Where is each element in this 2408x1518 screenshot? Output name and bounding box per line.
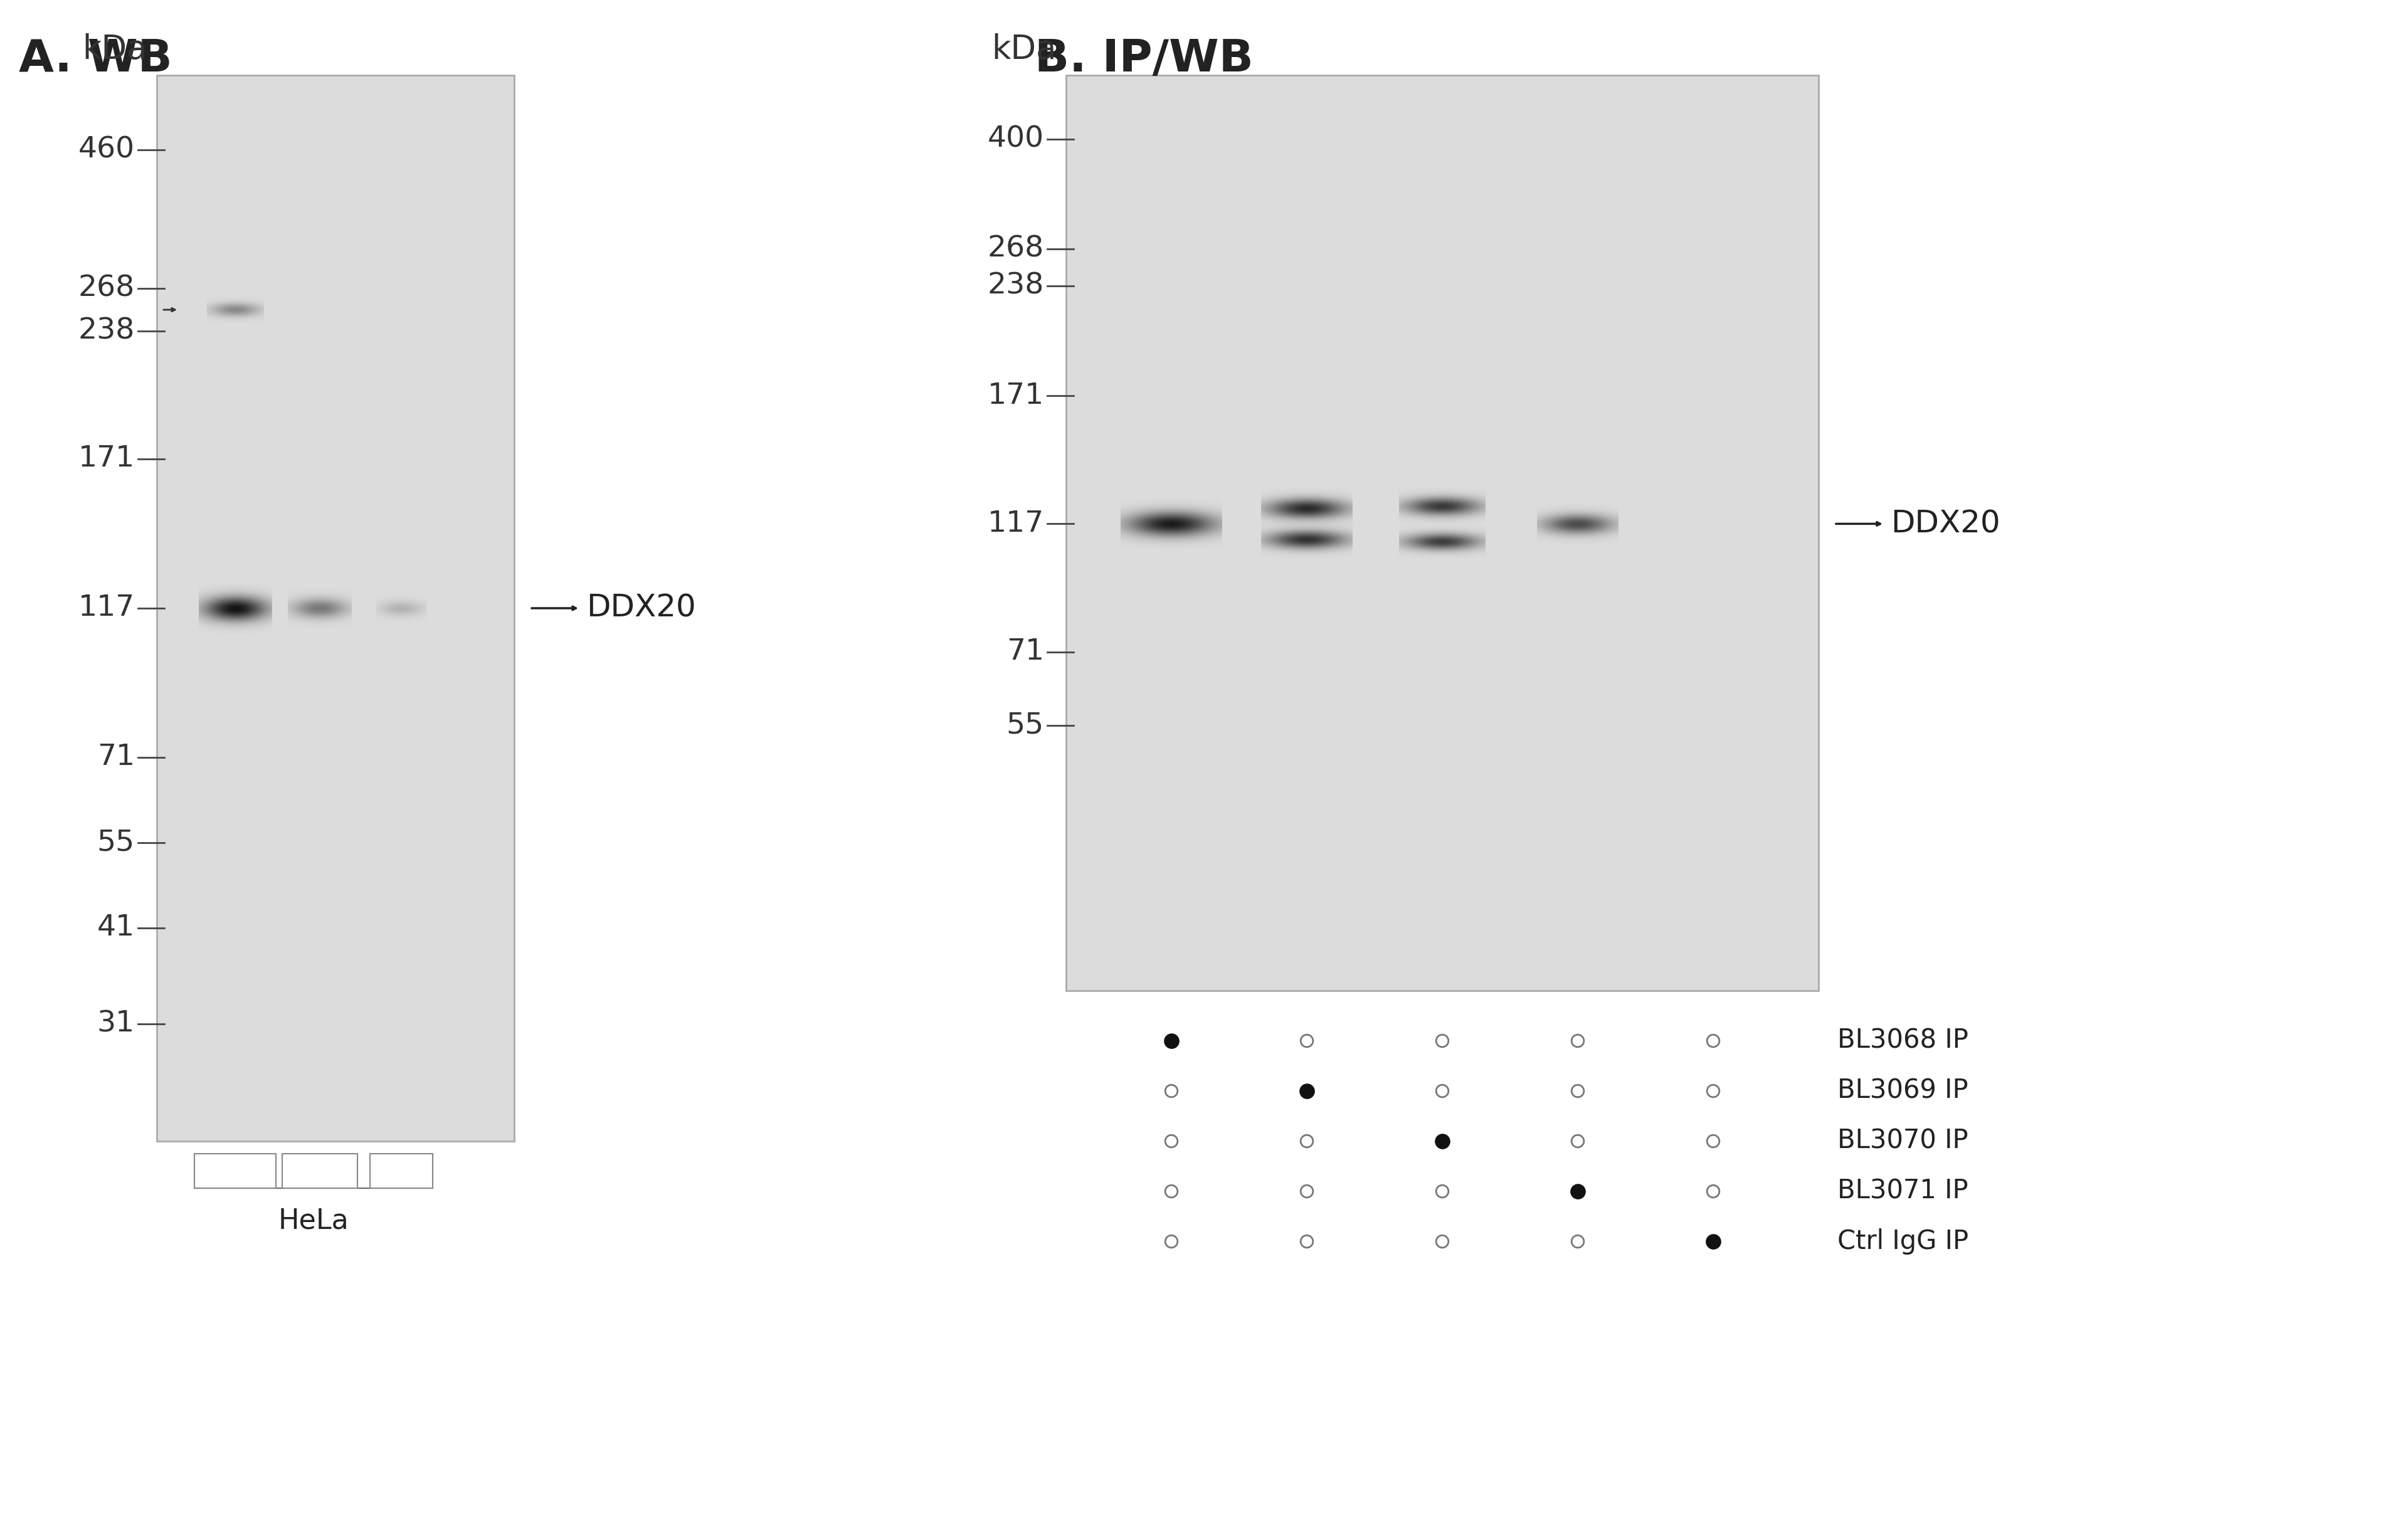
Text: B. IP/WB: B. IP/WB [1035, 38, 1255, 80]
Text: BL3068 IP: BL3068 IP [1837, 1028, 1967, 1053]
Text: 238: 238 [987, 272, 1045, 301]
Text: A. WB: A. WB [19, 38, 173, 80]
Text: 268: 268 [77, 275, 135, 302]
Text: 171: 171 [77, 445, 135, 474]
Point [1288, 1179, 1327, 1204]
Text: 50: 50 [219, 1158, 253, 1184]
Text: 400: 400 [987, 124, 1045, 153]
Text: kDa: kDa [992, 33, 1057, 65]
Text: DDX20: DDX20 [1890, 509, 2001, 539]
Point [1423, 1230, 1462, 1254]
Text: 71: 71 [96, 744, 135, 771]
Text: 31: 31 [96, 1009, 135, 1038]
Bar [371, 1154, 433, 1189]
Bar [157, 76, 515, 1142]
Point [1151, 1129, 1190, 1154]
Point [1693, 1029, 1731, 1053]
Bar [282, 1154, 356, 1189]
Point [1423, 1129, 1462, 1154]
Point [1693, 1129, 1731, 1154]
Point [1693, 1179, 1731, 1204]
Point [1151, 1179, 1190, 1204]
Text: 5: 5 [393, 1158, 409, 1184]
Text: BL3069 IP: BL3069 IP [1837, 1078, 1967, 1104]
Text: 71: 71 [1007, 638, 1045, 666]
Bar [195, 1154, 277, 1189]
Text: 117: 117 [987, 510, 1045, 537]
Text: 15: 15 [303, 1158, 337, 1184]
Point [1423, 1079, 1462, 1104]
Point [1423, 1179, 1462, 1204]
Text: kDa: kDa [82, 33, 147, 65]
Point [1558, 1029, 1597, 1053]
Point [1558, 1079, 1597, 1104]
Bar [1067, 76, 1818, 991]
Point [1558, 1230, 1597, 1254]
Text: 460: 460 [79, 135, 135, 164]
Text: 238: 238 [77, 317, 135, 345]
Text: 41: 41 [96, 914, 135, 943]
Point [1693, 1230, 1731, 1254]
Point [1288, 1129, 1327, 1154]
Text: BL3070 IP: BL3070 IP [1837, 1128, 1967, 1154]
Text: DDX20: DDX20 [585, 594, 696, 624]
Point [1151, 1029, 1190, 1053]
Text: 117: 117 [77, 594, 135, 622]
Point [1693, 1079, 1731, 1104]
Point [1288, 1079, 1327, 1104]
Point [1423, 1029, 1462, 1053]
Point [1288, 1230, 1327, 1254]
Text: Ctrl IgG IP: Ctrl IgG IP [1837, 1228, 1967, 1255]
Text: 55: 55 [1007, 710, 1045, 739]
Text: 55: 55 [96, 829, 135, 856]
Point [1151, 1079, 1190, 1104]
Point [1558, 1179, 1597, 1204]
Text: BL3071 IP: BL3071 IP [1837, 1178, 1967, 1204]
Point [1151, 1230, 1190, 1254]
Point [1558, 1129, 1597, 1154]
Text: HeLa: HeLa [279, 1207, 349, 1234]
Text: 171: 171 [987, 381, 1045, 410]
Text: 268: 268 [987, 235, 1045, 263]
Point [1288, 1029, 1327, 1053]
